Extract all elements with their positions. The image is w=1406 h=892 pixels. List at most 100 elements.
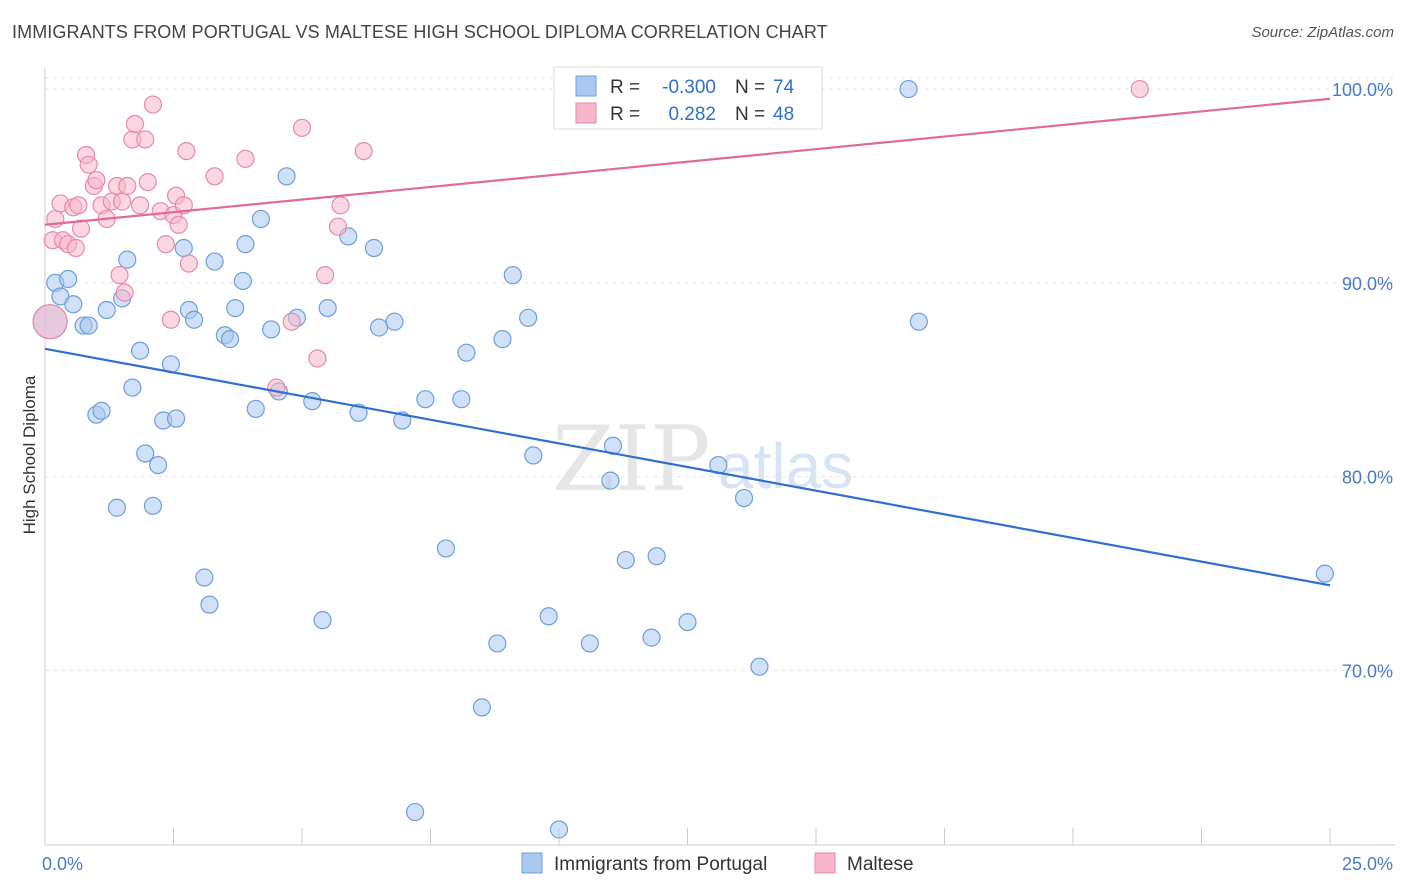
point-s0-55: [503, 266, 522, 285]
point-s0-24: [195, 568, 214, 587]
legend-swatch-0: [575, 75, 597, 97]
point-s0-12: [118, 250, 137, 269]
point-s0-47: [405, 802, 425, 822]
point-s0-31: [236, 235, 255, 254]
point-s1-43: [316, 266, 335, 285]
point-s0-56: [519, 308, 538, 327]
point-s1-25: [136, 130, 155, 149]
point-s0-9: [97, 300, 116, 320]
y-tick-label-2: 90.0%: [1342, 274, 1393, 294]
point-s0-50: [452, 390, 471, 409]
point-s1-21: [118, 176, 137, 196]
watermark-zip: ZIP: [552, 407, 711, 512]
point-s0-40: [318, 298, 337, 318]
point-s0-20: [166, 409, 186, 428]
legend-r-value-1: 0.282: [668, 104, 716, 125]
point-s0-17: [148, 455, 168, 475]
point-s0-53: [488, 634, 507, 653]
point-s1-47: [1130, 79, 1149, 99]
point-s0-15: [136, 444, 155, 463]
point-s1-7: [66, 238, 85, 258]
point-s0-21: [174, 238, 193, 258]
point-s0-73: [1315, 564, 1334, 583]
stats-legend-box: [553, 66, 823, 130]
bottom-legend-label-0: Immigrants from Portugal: [554, 854, 767, 875]
legend-r-label-0: R =: [610, 77, 640, 98]
point-s0-52: [472, 698, 491, 717]
legend-r-label-1: R =: [610, 104, 640, 125]
point-s0-4: [64, 295, 83, 314]
point-s0-10: [107, 498, 127, 517]
point-s1-37: [205, 167, 224, 186]
point-s1-33: [169, 215, 188, 234]
point-s1-41: [292, 118, 312, 137]
point-s0-13: [123, 378, 142, 397]
y-tick-label-0: 70.0%: [1342, 662, 1393, 682]
data-points: [32, 79, 1334, 839]
point-s0-58: [539, 607, 558, 626]
point-s0-34: [262, 320, 281, 339]
point-s0-42: [349, 403, 368, 422]
trend-lines: [44, 97, 1331, 587]
y-tick-label-3: 100.0%: [1332, 80, 1393, 100]
point-s0-38: [303, 392, 322, 411]
point-s0-66: [678, 612, 697, 632]
bottom-legend: Immigrants from Portugal Maltese: [521, 852, 914, 875]
point-s0-69: [750, 657, 769, 676]
legend-r-value-0: -0.300: [662, 77, 716, 98]
stats-legend-rows: R = -0.300 N = 74 R = 0.282 N = 48: [575, 75, 795, 125]
point-s0-3: [59, 269, 78, 289]
point-s1-46: [354, 141, 373, 161]
point-s1-38: [236, 149, 255, 168]
point-s0-71: [899, 79, 918, 99]
point-s0-54: [493, 330, 512, 349]
point-s0-44: [370, 318, 389, 337]
y-tick-label-1: 80.0%: [1342, 468, 1393, 488]
point-s0-36: [277, 167, 296, 186]
point-s1-40: [282, 312, 301, 331]
watermark: ZIP atlas: [552, 407, 853, 512]
point-s0-43: [364, 238, 384, 258]
point-s0-33: [251, 209, 270, 229]
point-s0-23: [184, 310, 204, 329]
point-s0-32: [246, 399, 265, 418]
point-s1-26: [138, 173, 157, 192]
point-s1-20: [115, 283, 134, 302]
chart-title: IMMIGRANTS FROM PORTUGAL VS MALTESE HIGH…: [12, 22, 828, 42]
legend-n-value-1: 48: [773, 104, 794, 125]
point-s0-25: [200, 595, 219, 614]
point-s1-36: [179, 254, 199, 273]
point-s1-23: [125, 114, 145, 134]
point-s0-14: [130, 341, 150, 360]
point-s0-61: [601, 471, 620, 490]
point-s1-29: [156, 235, 175, 254]
point-s0-29: [226, 298, 245, 318]
point-s0-60: [580, 634, 599, 653]
point-s0-28: [220, 330, 240, 349]
point-s1-13: [87, 171, 106, 190]
point-s1-42: [308, 349, 327, 368]
point-s0-49: [436, 539, 456, 558]
point-s0-65: [647, 547, 666, 566]
point-s1-35: [177, 141, 196, 161]
point-s0-57: [524, 446, 543, 465]
bottom-legend-label-1: Maltese: [847, 854, 914, 875]
point-s0-68: [734, 488, 754, 508]
point-s1-0: [32, 304, 68, 340]
legend-n-label-0: N =: [735, 77, 765, 98]
source-credit: Source: ZipAtlas.com: [1251, 24, 1394, 41]
point-s1-45: [331, 196, 350, 215]
point-s1-19: [112, 192, 132, 211]
tick-labels: 70.0% 80.0% 90.0% 100.0% 0.0% 25.0%: [42, 80, 1393, 874]
point-s1-8: [69, 196, 88, 215]
y-axis-label: High School Diploma: [20, 375, 39, 534]
point-s0-8: [92, 401, 111, 420]
point-s1-44: [328, 217, 348, 236]
point-s0-26: [205, 252, 224, 271]
point-s0-39: [313, 611, 332, 630]
x-tick-label-1: 25.0%: [1342, 854, 1393, 874]
point-s0-30: [233, 271, 252, 291]
stats-legend: R = -0.300 N = 74 R = 0.282 N = 48: [553, 66, 823, 130]
x-tick-label-0: 0.0%: [42, 854, 83, 874]
